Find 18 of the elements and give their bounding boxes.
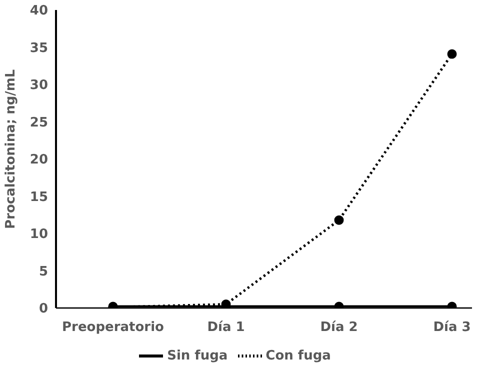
x-tick-label: Día 3 (433, 320, 471, 336)
y-tick-label: 15 (30, 190, 48, 205)
y-tick-label: 10 (30, 227, 48, 242)
point (334, 215, 344, 225)
y-tick-label: 5 (38, 264, 48, 280)
y-tick-label: 40 (30, 4, 48, 19)
y-axis-title: Procalcitonina; ng/mL (4, 69, 19, 229)
y-tick-label: 20 (30, 152, 48, 168)
y-tick-label: 0 (38, 302, 48, 317)
legend-label: Con fuga (266, 348, 331, 364)
x-tick-label: Día 1 (207, 320, 245, 336)
x-tick-label: Preoperatorio (62, 320, 164, 336)
y-tick-label: 30 (30, 78, 48, 94)
x-tick-label: Día 2 (320, 320, 358, 336)
point (447, 49, 457, 59)
y-tick-label: 25 (30, 115, 48, 130)
legend-label: Sin fuga (167, 348, 228, 364)
y-tick-label: 35 (30, 40, 48, 56)
